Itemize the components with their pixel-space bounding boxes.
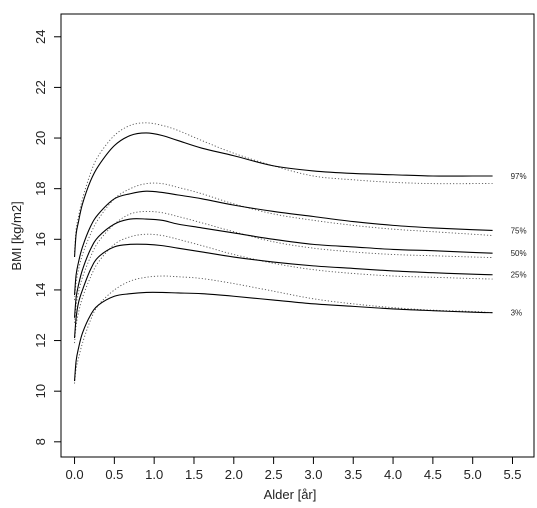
- x-tick-label: 1.5: [185, 467, 203, 482]
- y-tick-label: 24: [33, 30, 48, 44]
- x-tick-label: 3.5: [344, 467, 362, 482]
- percentile-label: 25%: [511, 271, 527, 280]
- percentile-label: 75%: [511, 226, 527, 235]
- axis-ticks: 0.0 0.5 1.0 1.5 2.0 2.5 3.0 3.5 4.0 4.5 5.0 5.5 8 10 1…: [33, 30, 522, 482]
- y-tick-label: 12: [33, 333, 48, 347]
- y-tick-label: 8: [33, 438, 48, 445]
- percentile-label: 50%: [511, 249, 527, 258]
- percentile-label: 97%: [511, 172, 527, 181]
- reference-curve-dotted: [74, 275, 493, 384]
- percentile-label: 3%: [511, 309, 523, 318]
- reference-curve-dotted: [74, 182, 493, 301]
- y-tick-label: 20: [33, 131, 48, 145]
- reference-curve-dotted: [74, 122, 493, 252]
- percentile-curve: [73, 291, 493, 382]
- percentile-curve: [73, 190, 493, 296]
- percentile-curve: [73, 243, 493, 339]
- percentile-curve: [73, 132, 493, 258]
- percentile-curve: [73, 218, 493, 318]
- x-tick-label: 4.5: [424, 467, 442, 482]
- x-axis-title: Alder [år]: [264, 487, 317, 502]
- x-tick-label: 4.0: [384, 467, 402, 482]
- y-tick-label: 22: [33, 80, 48, 94]
- x-tick-label: 3.0: [304, 467, 322, 482]
- x-tick-label: 5.5: [503, 467, 521, 482]
- y-tick-label: 18: [33, 181, 48, 195]
- y-axis-title: BMI [kg/m2]: [9, 201, 24, 270]
- y-tick-label: 16: [33, 232, 48, 246]
- y-tick-label: 10: [33, 384, 48, 398]
- x-tick-label: 2.0: [225, 467, 243, 482]
- x-tick-label: 2.5: [265, 467, 283, 482]
- series-lines: [73, 122, 493, 384]
- y-tick-label: 14: [33, 283, 48, 297]
- x-tick-label: 1.0: [145, 467, 163, 482]
- series-labels: 97% 75% 50% 25% 3%: [511, 172, 527, 318]
- x-tick-label: 0.0: [65, 467, 83, 482]
- x-tick-label: 0.5: [105, 467, 123, 482]
- x-tick-label: 5.0: [464, 467, 482, 482]
- reference-curve-dotted: [74, 210, 493, 323]
- reference-curve-dotted: [74, 233, 493, 344]
- plot-frame: [60, 13, 535, 458]
